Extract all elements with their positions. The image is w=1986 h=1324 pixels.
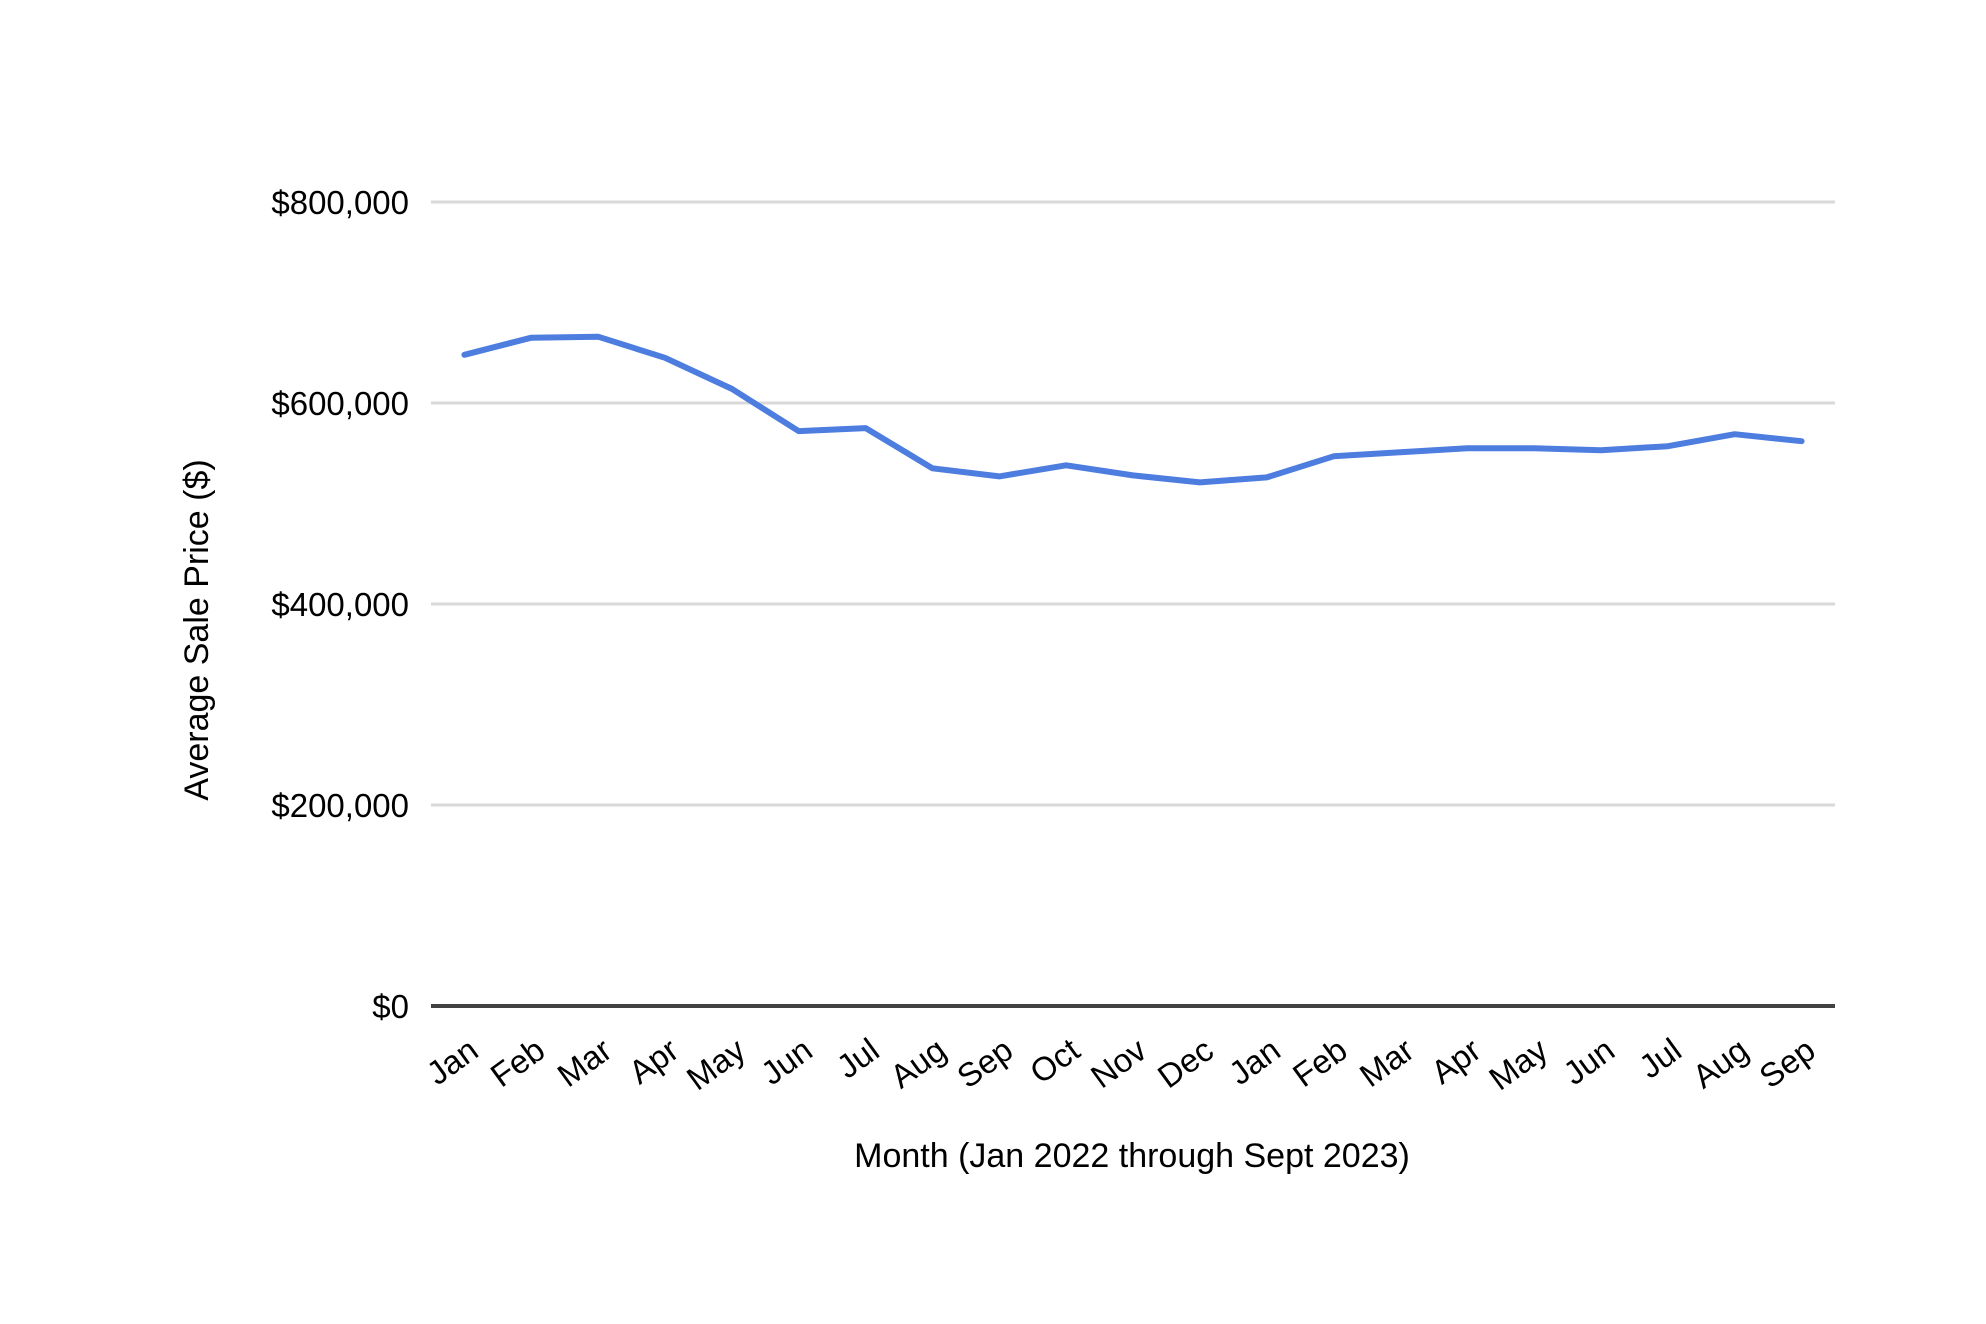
x-axis-tick-label: Apr: [622, 1031, 685, 1091]
x-axis-tick-label: Mar: [1353, 1031, 1421, 1094]
y-axis-tick-label: $200,000: [271, 787, 409, 824]
x-axis-title: Month (Jan 2022 through Sept 2023): [854, 1137, 1410, 1175]
x-axis-tick-label: Apr: [1424, 1031, 1487, 1091]
x-axis-tick-label: Nov: [1084, 1030, 1154, 1095]
x-axis-tick-label: Mar: [551, 1031, 619, 1094]
y-axis-tick-label: $0: [372, 988, 409, 1025]
x-axis-tick-label: Aug: [1686, 1031, 1755, 1095]
price-series-line: [461, 333, 1805, 486]
x-axis-tick-label: Sep: [1752, 1031, 1821, 1095]
x-axis-tick-label: Oct: [1023, 1031, 1086, 1091]
x-axis-tick-label: May: [1482, 1030, 1555, 1097]
x-axis-tick-label: Sep: [950, 1031, 1019, 1095]
y-axis-tick-label: $800,000: [271, 184, 409, 221]
x-axis-tick-label: Jan: [420, 1031, 485, 1092]
y-axis-tick-label: $600,000: [271, 385, 409, 422]
x-axis-tick-label: Jan: [1222, 1031, 1287, 1092]
x-axis-tick-label: Jun: [1556, 1031, 1621, 1092]
y-axis-title: Average Sale Price ($): [178, 459, 216, 801]
x-axis-tick-label: Dec: [1151, 1031, 1220, 1095]
x-axis-tick-label: Jul: [830, 1031, 886, 1086]
y-axis-tick-label: $400,000: [271, 586, 409, 623]
x-axis-tick-label: May: [680, 1030, 753, 1097]
x-axis-tick-label: Jul: [1632, 1031, 1688, 1086]
x-axis-tick-label: Aug: [883, 1031, 952, 1095]
x-axis-tick-label: Feb: [1286, 1031, 1354, 1094]
x-axis-tick-label: Jun: [754, 1031, 819, 1092]
x-axis-tick-label: Feb: [484, 1031, 552, 1094]
